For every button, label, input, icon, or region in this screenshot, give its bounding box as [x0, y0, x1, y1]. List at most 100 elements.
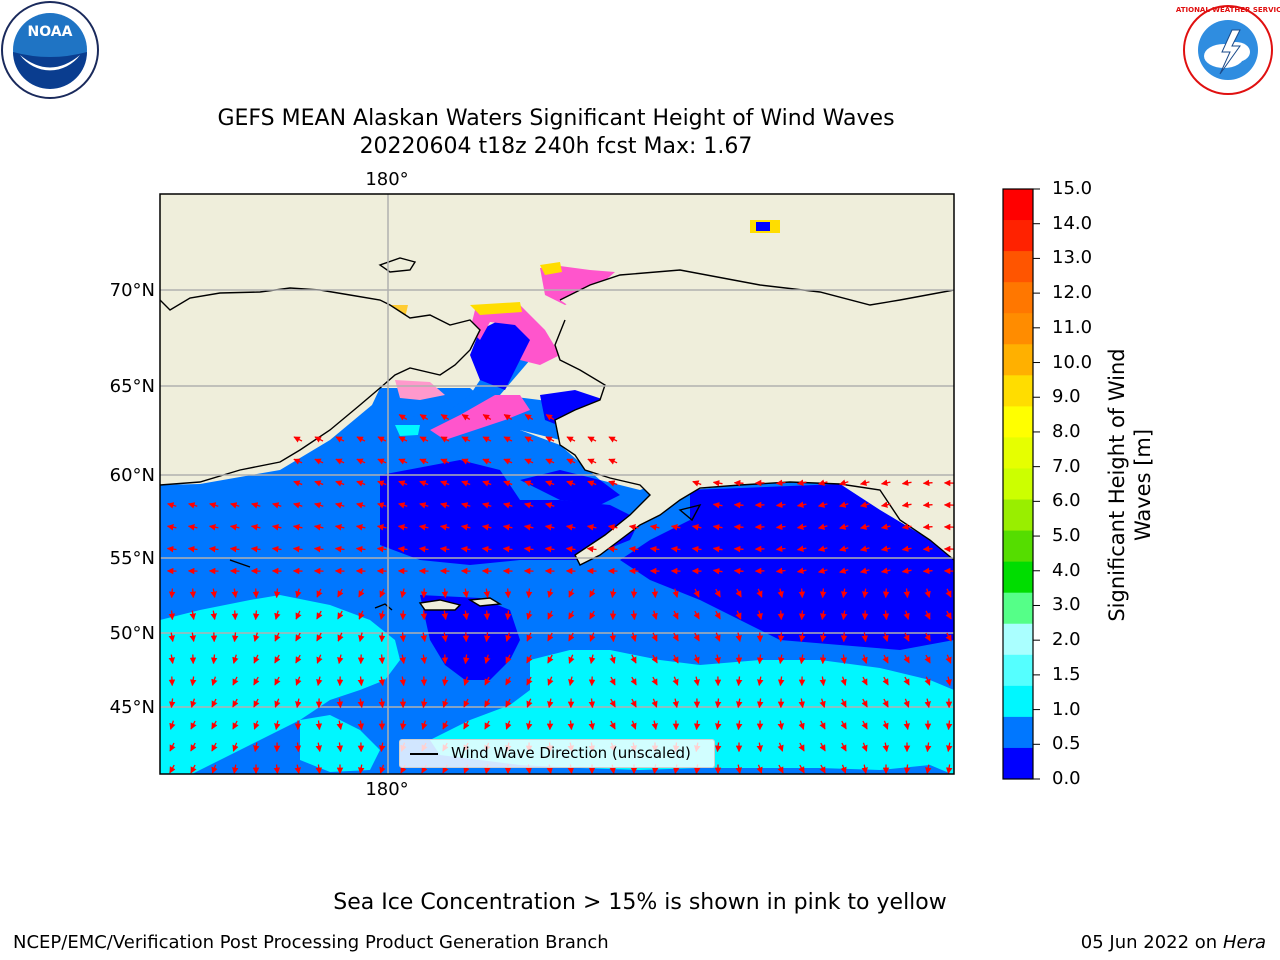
- colorbar-tick-label: 0.5: [1052, 733, 1081, 755]
- wind-wave-arrow: [314, 436, 324, 443]
- wind-wave-arrow: [712, 545, 723, 553]
- wind-wave-arrow: [859, 523, 870, 530]
- wind-wave-arrow: [505, 654, 512, 664]
- lat-label-55: 55°N: [110, 548, 155, 569]
- wind-wave-arrow: [840, 654, 848, 665]
- wind-wave-arrow: [189, 676, 197, 687]
- colorbar-tick-label: 5.0: [1052, 525, 1081, 547]
- wind-wave-arrow: [796, 567, 807, 574]
- wind-wave-arrow: [756, 698, 764, 709]
- wind-wave-arrow: [609, 632, 617, 643]
- wind-wave-arrow: [232, 676, 239, 686]
- wind-wave-arrow: [379, 742, 386, 753]
- wind-wave-arrow: [545, 480, 555, 487]
- wind-wave-arrow: [271, 524, 282, 531]
- land-siberia: [160, 194, 480, 485]
- wind-wave-arrow: [274, 632, 281, 642]
- lon-label-top: 180°: [365, 169, 408, 190]
- wind-wave-arrow: [274, 654, 281, 664]
- wind-wave-arrow: [190, 742, 197, 752]
- wind-wave-arrow: [295, 698, 302, 709]
- wind-wave-arrow: [568, 588, 575, 598]
- wind-wave-arrow: [462, 588, 469, 599]
- wind-wave-arrow: [440, 458, 450, 465]
- wind-wave-arrow: [210, 610, 217, 621]
- wind-wave-arrow: [482, 414, 492, 421]
- wind-wave-arrow: [397, 545, 408, 553]
- wind-wave-arrow: [691, 545, 702, 553]
- wind-wave-arrow: [526, 720, 533, 731]
- wind-wave-arrow: [189, 610, 196, 621]
- wind-wave-arrow: [418, 524, 429, 531]
- wind-wave-arrow: [252, 610, 260, 621]
- wind-wave-arrow: [293, 502, 303, 509]
- wind-wave-arrow: [526, 676, 533, 686]
- wind-wave-arrow: [628, 545, 639, 553]
- page-title: GEFS MEAN Alaskan Waters Significant Hei…: [217, 106, 895, 131]
- wind-wave-arrow: [400, 588, 407, 599]
- wind-wave-arrow: [651, 698, 658, 708]
- wind-wave-arrow: [778, 654, 785, 665]
- sea-ice-note: Sea Ice Concentration > 15% is shown in …: [333, 890, 947, 915]
- wind-wave-arrow: [651, 632, 658, 642]
- colorbar-title-line1: Significant Height of Wind: [1105, 348, 1129, 622]
- wind-wave-arrow: [817, 501, 828, 508]
- wind-wave-arrow: [545, 458, 555, 465]
- wind-wave-arrow: [210, 654, 218, 665]
- wind-wave-arrow: [356, 436, 366, 443]
- wind-wave-arrow: [798, 588, 806, 599]
- wind-wave-arrow: [839, 479, 849, 486]
- wind-wave-arrow: [756, 764, 763, 774]
- wind-wave-arrow: [672, 610, 679, 620]
- colorbar-segment: [1003, 437, 1033, 469]
- wind-wave-arrow: [840, 742, 847, 752]
- wind-wave-arrow: [672, 698, 679, 709]
- wind-wave-arrow: [882, 654, 889, 664]
- wind-wave-arrow: [861, 676, 868, 686]
- wind-wave-arrow: [190, 720, 197, 730]
- wind-wave-arrow: [231, 610, 239, 621]
- wind-wave-arrow: [589, 588, 596, 598]
- wind-wave-arrow: [714, 654, 721, 665]
- wind-wave-arrow: [651, 588, 659, 599]
- wind-wave-arrow: [714, 610, 721, 620]
- wind-wave-arrow: [587, 436, 597, 443]
- wind-wave-arrow: [946, 742, 953, 753]
- map-legend: Wind Wave Direction (unscaled): [399, 739, 715, 768]
- colorbar-tick-label: 1.0: [1052, 698, 1081, 720]
- wind-wave-arrow: [358, 610, 365, 620]
- wind-wave-arrow: [922, 523, 933, 531]
- wind-wave-arrow: [439, 545, 450, 553]
- wind-wave-arrow: [630, 720, 637, 730]
- wind-wave-arrow: [483, 588, 490, 599]
- wind-wave-arrow: [714, 632, 721, 642]
- wind-wave-arrow: [505, 698, 512, 708]
- wind-wave-arrow: [399, 720, 407, 731]
- wind-wave-arrow: [566, 480, 576, 487]
- wind-wave-arrow: [357, 720, 365, 731]
- wind-wave-arrow: [589, 632, 596, 642]
- wind-wave-arrow: [293, 480, 303, 487]
- wind-wave-arrow: [820, 610, 827, 621]
- wind-wave-arrows: [166, 414, 954, 774]
- wind-wave-arrow: [441, 676, 449, 687]
- wind-wave-arrow: [861, 698, 868, 708]
- wind-wave-arrow: [525, 588, 533, 599]
- wind-wave-arrow: [503, 414, 513, 421]
- wind-wave-arrow: [355, 524, 366, 531]
- wind-wave-arrow: [547, 610, 554, 620]
- wind-wave-arrow: [379, 588, 386, 598]
- wind-wave-arrow: [483, 632, 491, 643]
- wind-wave-arrow: [209, 502, 219, 509]
- wind-wave-arrow: [399, 610, 407, 621]
- wind-wave-arrow: [924, 632, 931, 642]
- wind-wave-arrow: [314, 458, 324, 465]
- colorbar-segment: [1003, 654, 1033, 687]
- wind-wave-arrow: [313, 524, 324, 531]
- wind-wave-arrow: [714, 742, 722, 753]
- wind-wave-arrow: [839, 567, 849, 574]
- wind-wave-arrow: [589, 654, 596, 665]
- wind-wave-arrow: [922, 567, 933, 575]
- wind-wave-arrow: [189, 588, 197, 599]
